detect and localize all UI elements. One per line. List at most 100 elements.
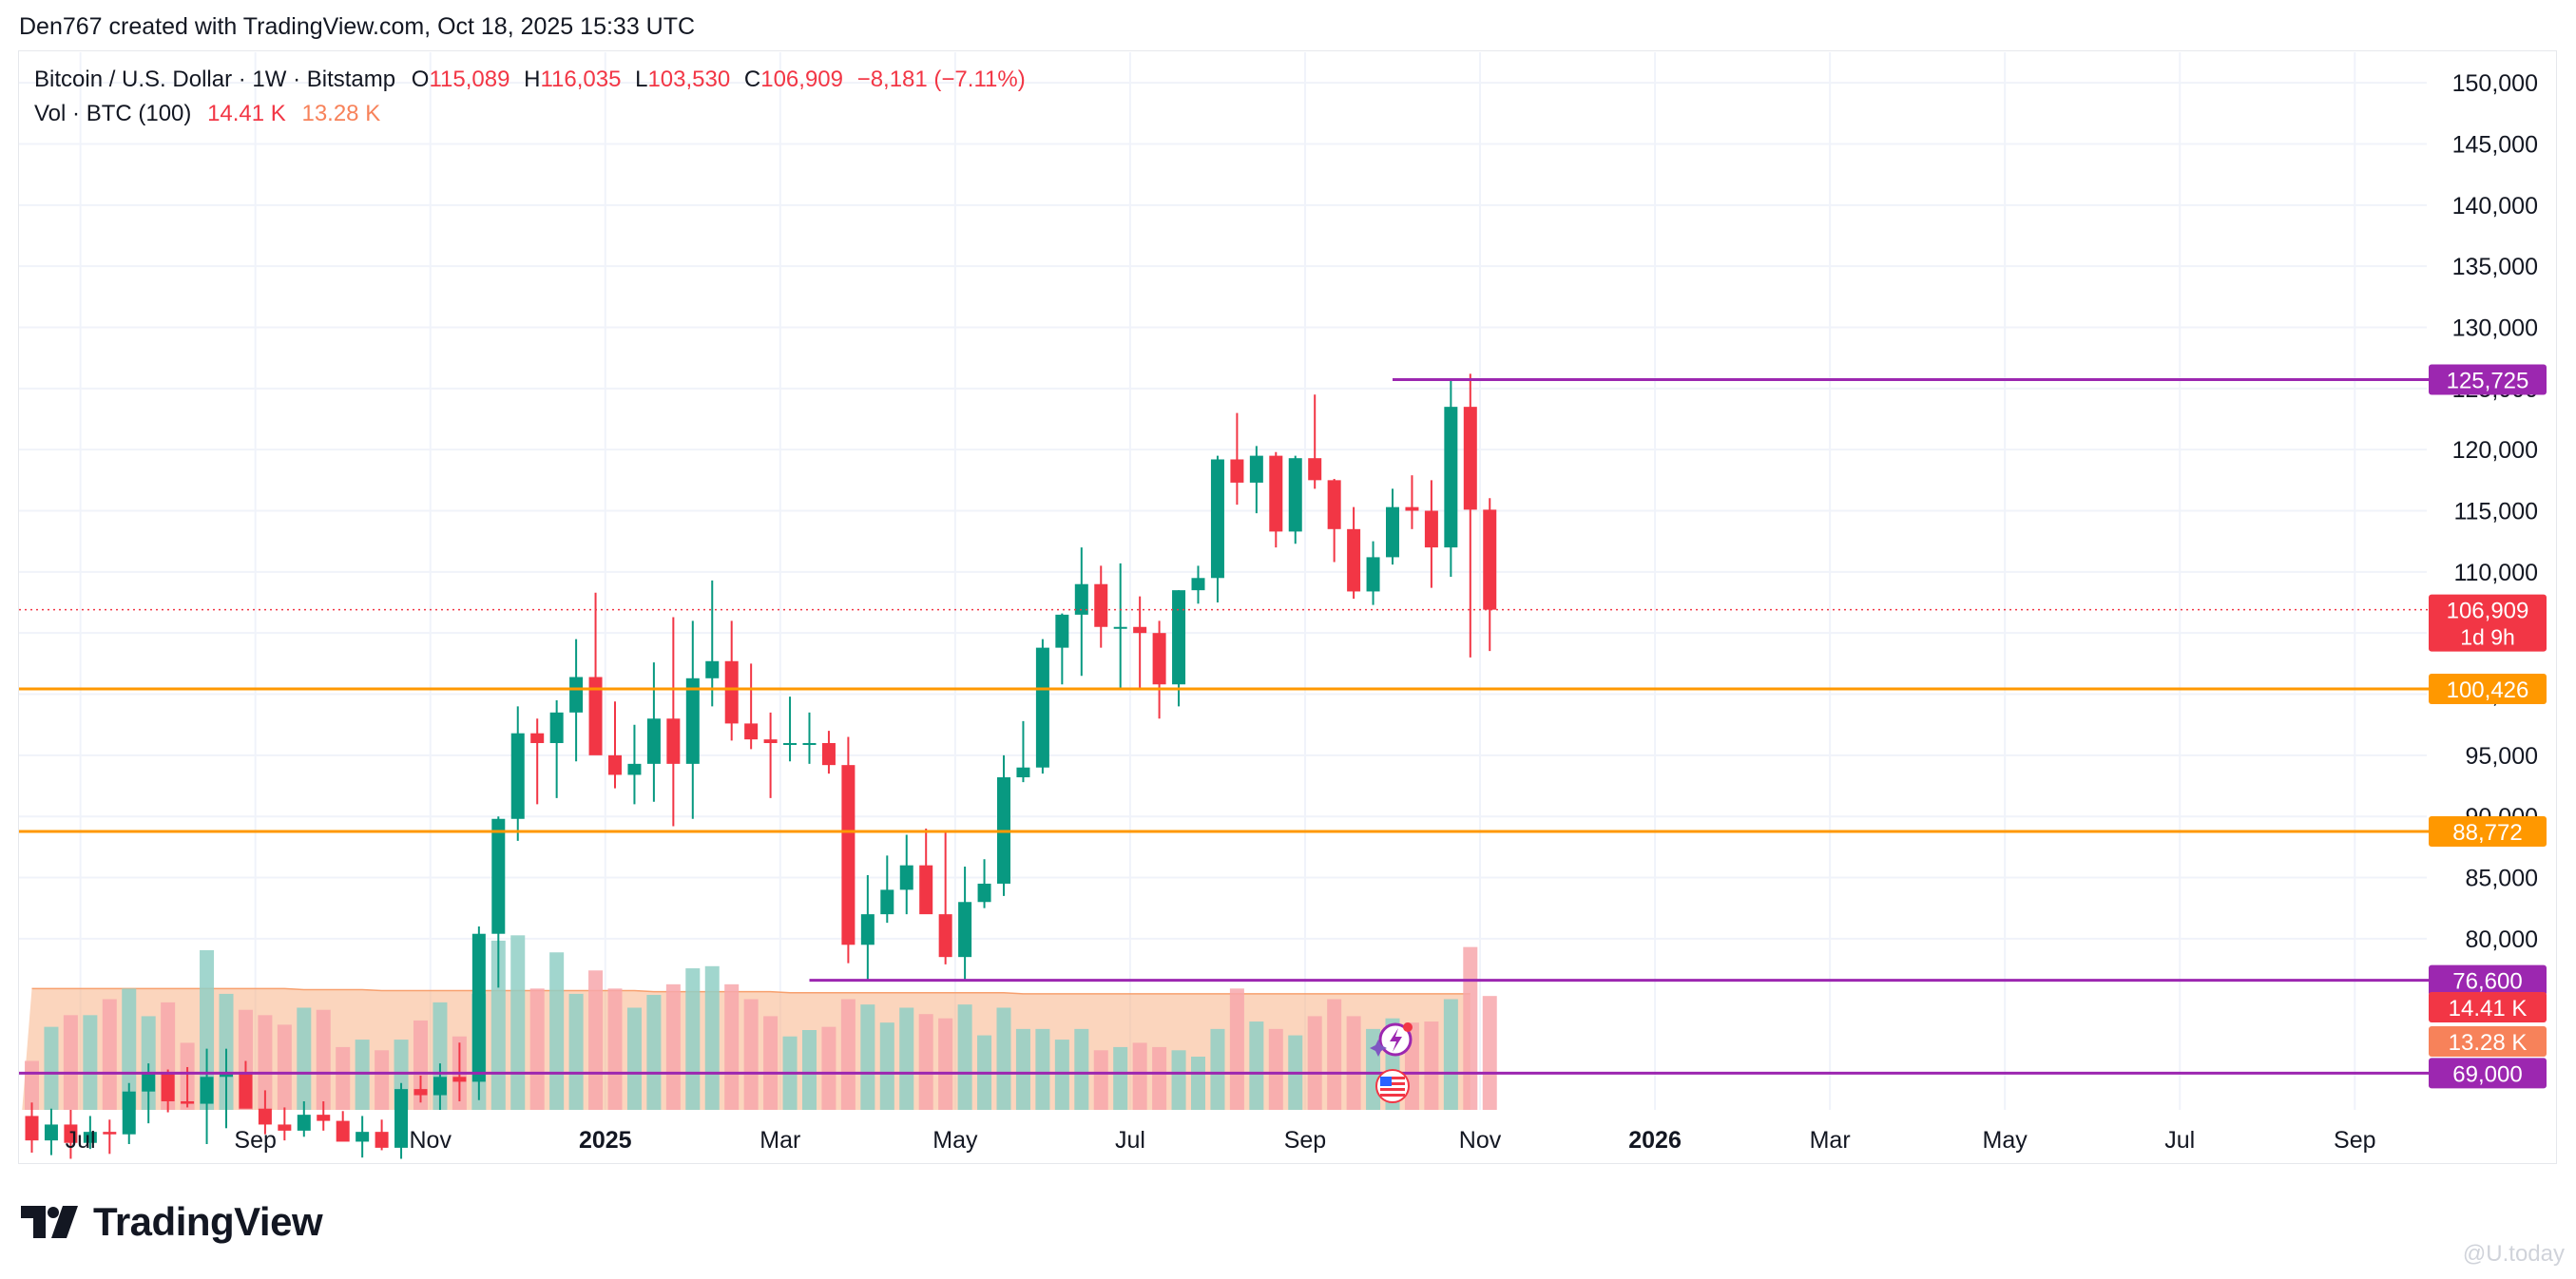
volume-bar	[549, 952, 565, 1110]
volume-badge-label: 14.41 K	[2449, 996, 2528, 1021]
volume-bar	[588, 970, 604, 1110]
volume-bar	[122, 988, 137, 1110]
close-label: C	[743, 67, 761, 92]
support-69000-badge-label: 69,000	[2452, 1061, 2522, 1087]
volume-label[interactable]: Vol · BTC (100)	[34, 101, 192, 126]
volume-bar	[277, 1024, 292, 1110]
volume-bar	[568, 993, 584, 1110]
volume-legend: Vol · BTC (100) 14.41 K 13.28 K	[34, 101, 380, 127]
us-flag-icon[interactable]	[1375, 1069, 1410, 1103]
open-label: O	[411, 67, 430, 92]
candle-body	[1074, 583, 1088, 615]
candle-body	[239, 1072, 253, 1109]
candle	[1327, 479, 1341, 563]
volume-bar	[899, 1007, 914, 1110]
candle	[1308, 394, 1322, 489]
chart-frame	[18, 50, 2557, 1164]
watermark: @U.today	[2462, 1241, 2565, 1267]
candle	[1074, 547, 1088, 677]
volume-bar	[646, 995, 662, 1110]
volume-bar	[1463, 946, 1478, 1110]
candle-body	[1288, 458, 1302, 532]
candle-body	[510, 733, 525, 819]
countdown-badge-label: 1d 9h	[2460, 625, 2515, 650]
candle-body	[1230, 459, 1244, 483]
candle	[1444, 379, 1458, 577]
volume-bar	[1054, 1040, 1069, 1110]
candle	[122, 1082, 136, 1145]
tradingview-logo[interactable]: TradingView	[21, 1199, 323, 1245]
volume-bar	[1132, 1042, 1147, 1110]
volume-bar	[1482, 996, 1497, 1110]
candle-body	[1152, 633, 1166, 685]
x-tick-label: Jul	[66, 1127, 96, 1154]
candle	[1113, 563, 1127, 689]
candle-body	[783, 742, 798, 745]
x-tick-label: Mar	[759, 1127, 800, 1154]
candles	[25, 373, 1497, 1159]
candle	[239, 1060, 253, 1109]
candle-body	[83, 1132, 97, 1143]
symbol-name[interactable]: Bitcoin / U.S. Dollar · 1W · Bitstamp	[34, 67, 396, 92]
candle-body	[64, 1124, 78, 1143]
lightning-icon[interactable]	[1378, 1022, 1413, 1057]
candle	[627, 724, 642, 805]
volume-bar	[1307, 1016, 1322, 1110]
candle	[802, 712, 817, 764]
x-tick-label: Sep	[1284, 1127, 1326, 1154]
candle	[588, 592, 603, 755]
candle	[977, 859, 991, 908]
volume-bar	[860, 1004, 875, 1110]
support-88772-badge-label: 88,772	[2452, 820, 2522, 846]
candle	[1405, 475, 1419, 529]
x-tick-label: Nov	[1459, 1127, 1502, 1154]
candle	[549, 699, 564, 798]
volume-bar	[529, 988, 545, 1110]
y-tick-label: 140,000	[2452, 193, 2538, 220]
candle	[1347, 506, 1361, 600]
volume-bar	[938, 1018, 953, 1110]
volume_ma-badge	[2429, 1026, 2547, 1057]
volume-bar	[665, 983, 681, 1110]
candle-body	[413, 1089, 428, 1096]
candle	[64, 1110, 78, 1159]
candle-body	[1094, 583, 1108, 627]
candle	[1133, 596, 1147, 689]
volume-bar	[1191, 1057, 1205, 1110]
y-tick-label: 115,000	[2453, 499, 2538, 525]
volume-bar	[83, 1015, 98, 1110]
y-tick-label: 120,000	[2452, 437, 2538, 464]
candle-body	[1269, 455, 1283, 532]
volume-ma-value: 13.28 K	[301, 101, 381, 126]
candle-body	[1055, 614, 1069, 648]
candle-body	[860, 914, 875, 945]
resistance-125725-badge-label: 125,725	[2447, 369, 2529, 394]
candle-body	[25, 1116, 39, 1141]
volume-value: 14.41 K	[207, 101, 286, 126]
volume-bar	[607, 988, 623, 1110]
candle	[297, 1100, 311, 1137]
candle-body	[627, 763, 642, 775]
candle	[25, 1102, 39, 1154]
volume-bar	[1152, 1046, 1167, 1110]
candle-body	[1405, 506, 1419, 511]
change-value: −8,181 (−7.11%)	[856, 67, 1026, 92]
tradingview-logo-icon	[21, 1206, 78, 1238]
volume-bar	[743, 999, 759, 1110]
candle-body	[1133, 626, 1147, 634]
candle-body	[142, 1073, 156, 1092]
candle	[1424, 480, 1438, 588]
candle	[1288, 455, 1302, 544]
candle	[103, 1119, 117, 1155]
support-88772-badge	[2429, 815, 2547, 847]
candle	[1210, 455, 1224, 603]
candle-body	[1483, 509, 1497, 610]
volume-badge	[2429, 992, 2547, 1022]
candle	[336, 1111, 350, 1142]
volume-bar	[413, 1020, 428, 1110]
candle	[317, 1100, 331, 1131]
volume-bar	[336, 1046, 351, 1110]
candle-body	[880, 889, 894, 915]
y-tick-label: 95,000	[2466, 743, 2538, 770]
